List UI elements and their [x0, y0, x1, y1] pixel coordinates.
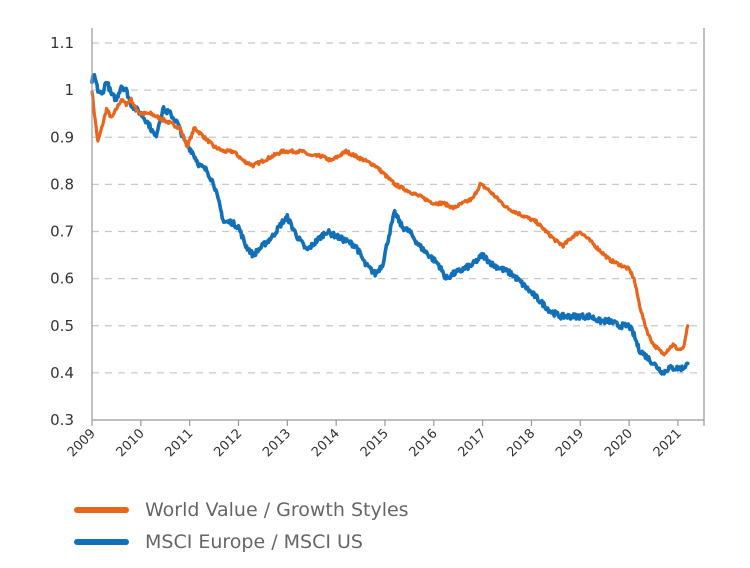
- legend-label: World Value / Growth Styles: [145, 499, 409, 521]
- line-chart: 1.110.90.80.70.60.50.40.3 2009 2010 2011 20…: [50, 28, 705, 460]
- x-tick-label: 2021: [651, 426, 685, 460]
- legend-swatch-blue: [74, 539, 129, 545]
- x-tick-label: 2020: [602, 426, 636, 460]
- y-axis-ticks: 1.1 1 0.9 0.8 0.7 0.6 0.5 0.4 0.3: [50, 34, 74, 429]
- legend-label: MSCI Europe / MSCI US: [145, 531, 363, 553]
- x-tick-label: 2010: [114, 426, 148, 460]
- y-tick-label: 0.3: [50, 411, 74, 429]
- legend: World Value / Growth Styles MSCI Europe …: [74, 494, 409, 558]
- x-tick-label: 2018: [504, 426, 538, 460]
- x-tick-label: 2016: [407, 426, 441, 460]
- series-line-world-value-growth: [90, 90, 690, 357]
- x-tick-label: 2014: [309, 426, 343, 460]
- y-tick-label: 1: [64, 81, 74, 99]
- y-tick-label: 0.6: [50, 270, 74, 288]
- y-tick-label: 0.5: [50, 317, 74, 335]
- x-tick-label: 2009: [65, 426, 99, 460]
- y-tick-label: 1.1: [50, 34, 74, 52]
- x-axis-ticks: 2009 2010 2011 2012 2013 2014 2015 2016 2017 2018…: [65, 420, 705, 460]
- x-tick-label: 2017: [455, 426, 489, 460]
- y-tick-label: 0.9: [50, 128, 74, 146]
- x-tick-label: 2012: [211, 426, 245, 460]
- y-tick-label: 0.8: [50, 175, 74, 193]
- x-tick-label: 2013: [260, 426, 294, 460]
- legend-item-msci-europe-us: MSCI Europe / MSCI US: [74, 526, 409, 558]
- x-tick-label: 2011: [162, 426, 196, 460]
- y-tick-label: 0.4: [50, 364, 74, 382]
- y-tick-label: 0.7: [50, 223, 74, 241]
- legend-swatch-orange: [74, 507, 129, 513]
- series-lines: [90, 73, 690, 376]
- series-line-msci-europe-us: [90, 73, 690, 376]
- legend-item-world-value-growth: World Value / Growth Styles: [74, 494, 409, 526]
- x-tick-label: 2019: [553, 426, 587, 460]
- x-tick-label: 2015: [358, 426, 392, 460]
